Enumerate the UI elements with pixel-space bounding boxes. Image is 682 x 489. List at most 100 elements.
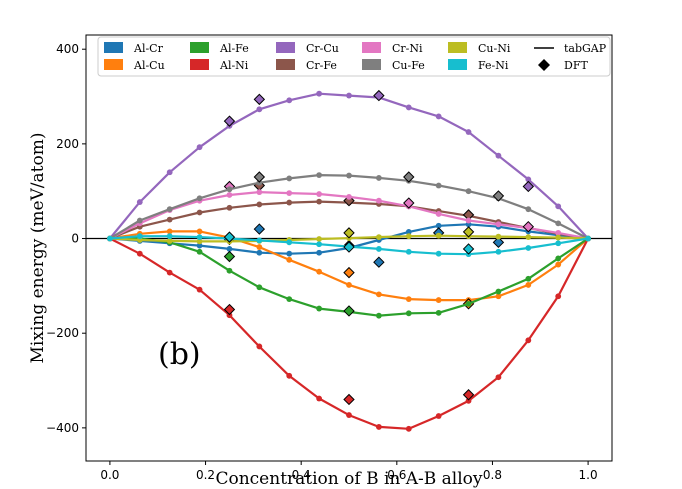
fit-point [405,104,412,111]
y-tick-label: 400 [56,42,79,56]
axes-frame [85,34,613,462]
legend-swatch [190,59,209,70]
dft-point [253,223,266,235]
fit-point [405,425,412,432]
fit-point [256,284,263,291]
fit-point [555,220,562,227]
dft-point [253,93,266,106]
fit-point [555,255,562,262]
legend-swatch [448,59,467,70]
dft-point [373,256,385,268]
fit-point [256,244,263,250]
legend-swatch [104,42,123,53]
fit-point [495,152,502,159]
fit-point [226,246,233,252]
fit-point [375,424,382,430]
fit-point [256,189,263,196]
legend-label: Cr-Fe [306,59,337,72]
fit-point [316,305,323,312]
dft-point [403,171,415,183]
fit-point [196,234,203,241]
fit-point [495,248,502,255]
dft-point [343,241,355,253]
fit-point [286,256,293,263]
fit-point [435,182,442,189]
legend-label: Fe-Ni [478,59,509,72]
y-tick-label: −400 [46,421,79,435]
fit-point [256,237,263,244]
legend-label: Al-Fe [219,42,249,55]
fit-point [226,204,233,211]
legend-label: Al-Cr [133,42,164,55]
fit-point [166,269,173,276]
fit-point [495,288,502,295]
dft-point [223,115,236,127]
fit-point [316,198,323,205]
y-axis-label: Mixing energy (meV/atom) [28,133,48,364]
plot-area [85,34,613,462]
fit-point [495,293,502,300]
fit-point [405,248,412,255]
y-tick-label: −200 [46,326,79,340]
x-axis-ticks: 0.0 0.2 0.4 0.6 0.8 1.0 [100,461,598,482]
series-cr-ni [107,180,591,242]
x-tick-label: 0.6 [387,468,406,482]
fit-point [256,201,263,208]
fit-point [316,172,323,179]
y-axis-ticks: −400 −200 0 200 400 [46,42,86,435]
fit-point [405,310,412,317]
dft-point [343,266,355,279]
legend-label: Cu-Fe [392,59,425,72]
fit-point [286,175,293,182]
fit-point [346,172,352,179]
legend-swatch [190,42,209,53]
dft-point [492,236,505,249]
x-tick-label: 0.2 [196,468,215,482]
fit-point [286,239,293,246]
fit-point [196,238,203,245]
legend-label: Cu-Ni [478,42,511,55]
dft-point [343,227,355,239]
series-fe-ni [107,231,591,258]
fit-point [256,249,263,256]
legend-swatch [362,42,381,53]
fit-point [346,193,352,200]
fit-point [495,374,502,381]
fit-point [316,241,323,248]
legend-swatch [448,42,467,53]
fit-point [465,188,472,195]
fit-point [166,238,173,244]
fit-point [555,203,562,210]
fit-point [166,206,173,213]
fit-point [286,199,293,206]
y-tick-label: 0 [71,232,79,246]
fit-point [375,175,382,181]
x-tick-label: 0.8 [483,468,502,482]
fit-point [525,282,532,288]
x-tick-label: 0.0 [100,468,119,482]
fit-point [316,90,323,97]
fit-point [555,229,562,236]
y-tick-label: 200 [56,137,79,151]
fit-point [555,261,562,268]
fit-point [465,129,472,135]
fit-point [525,176,532,183]
series-cr-cu [107,89,591,242]
legend-box [97,36,611,77]
fit-point [585,235,591,242]
legend-dft-marker [538,59,550,71]
x-tick-label: 1.0 [579,468,598,482]
dft-point [403,197,415,209]
legend-label: Cr-Cu [306,42,339,55]
legend-swatch [276,59,295,70]
fit-point [256,343,263,350]
panel-label: (b) [158,337,201,372]
fit-point [136,233,143,240]
dft-point [522,180,535,193]
fit-point [196,286,203,293]
dft-point [343,393,355,406]
legend-label: DFT [564,59,588,72]
fit-point [196,248,203,255]
